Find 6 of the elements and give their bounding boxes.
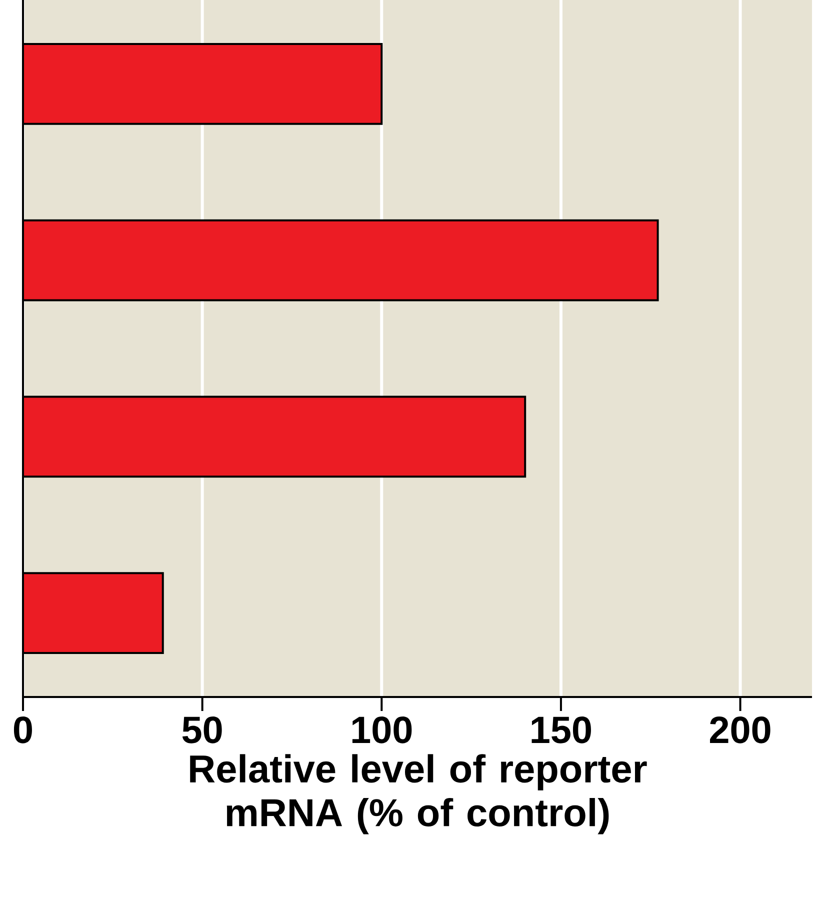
x-tick-label: 150 xyxy=(532,716,591,744)
x-tick-label: 50 xyxy=(182,716,222,744)
x-axis-title: Relative level of reporter mRNA (% of control) xyxy=(190,754,647,834)
x-tick-label: 0 xyxy=(14,716,32,744)
x-tick-label: 100 xyxy=(352,716,412,744)
x-tick-label: 200 xyxy=(710,716,770,744)
